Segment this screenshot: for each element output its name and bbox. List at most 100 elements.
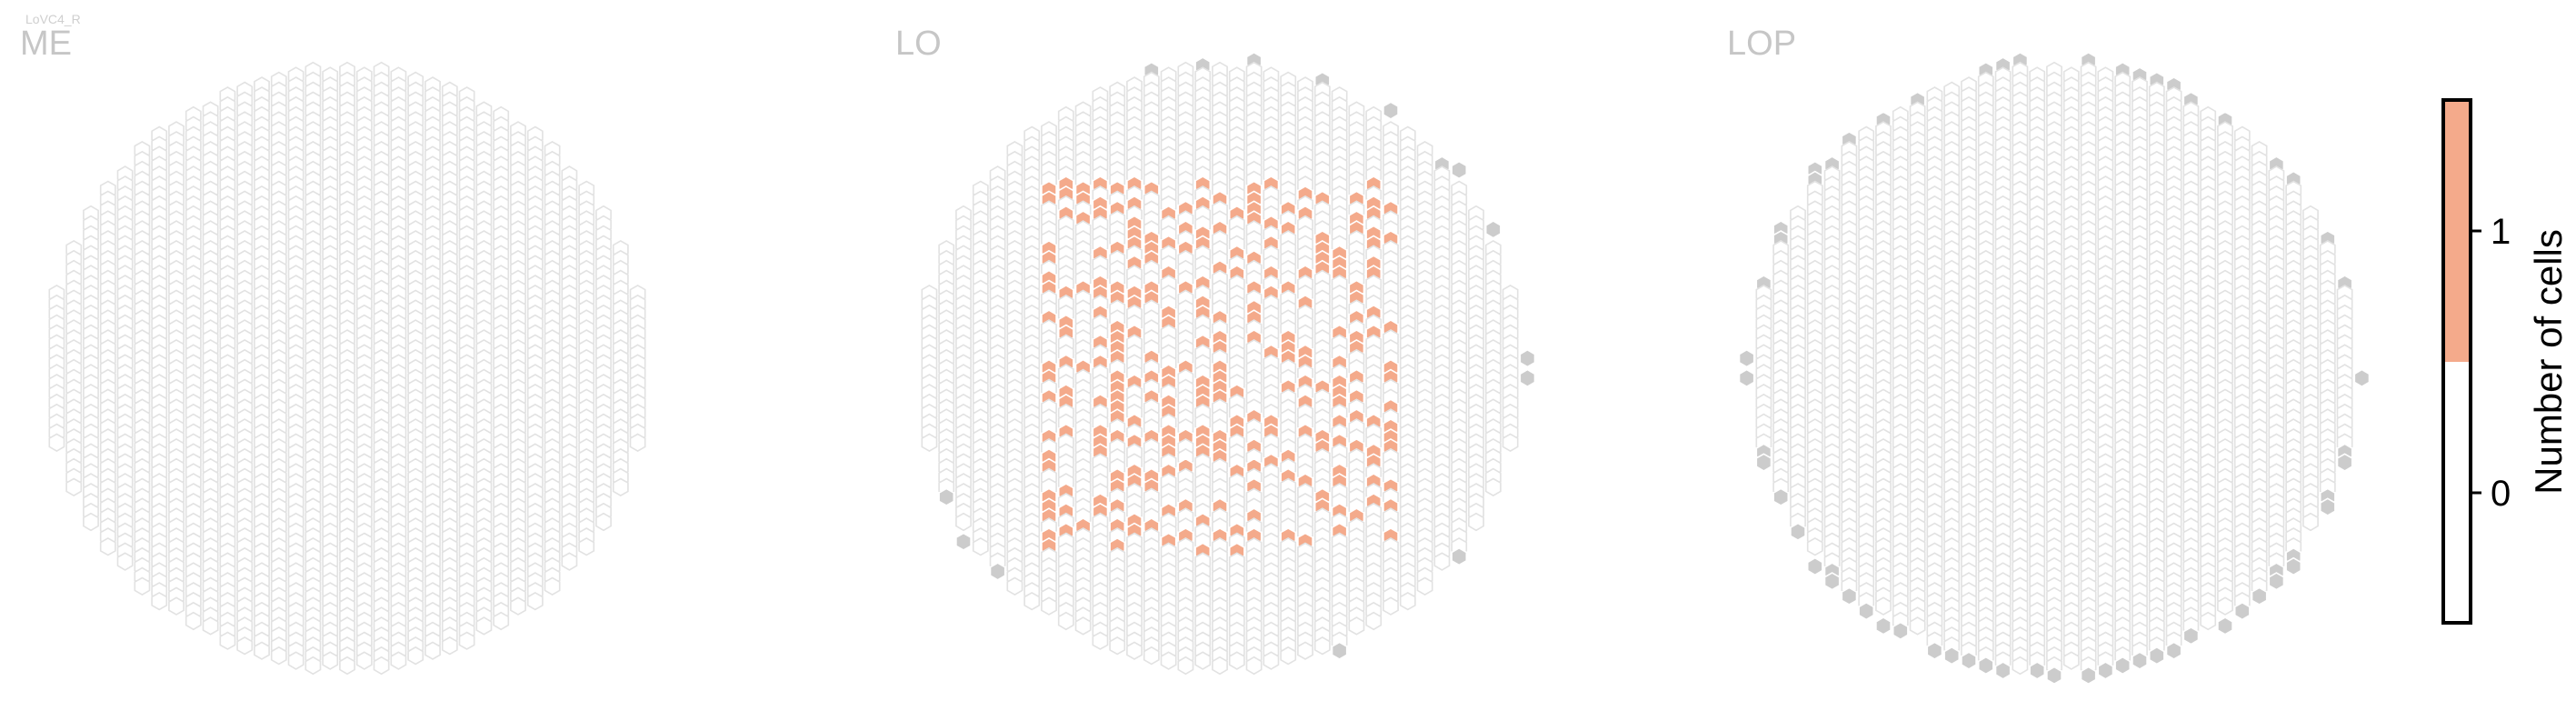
hex-cell	[1433, 552, 1451, 571]
hex-cell	[1399, 591, 1416, 611]
hex-cell-outside	[2080, 666, 2097, 686]
hex-cell-outside	[2217, 616, 2233, 636]
hex-cell	[493, 611, 510, 631]
hex-cell	[83, 512, 99, 532]
hex-cell	[1006, 576, 1023, 596]
hex-cell-outside	[1738, 348, 1755, 368]
hex-cell-outside	[955, 532, 972, 551]
hex-cell	[355, 651, 373, 670]
hex-cell	[955, 512, 972, 532]
hex-cell	[236, 636, 254, 656]
hex-cell	[1160, 651, 1177, 670]
hex-cell	[1313, 636, 1331, 656]
hex-cell-outside	[1943, 646, 1961, 666]
hex-cell-outside	[2182, 626, 2200, 646]
hex-cell-outside	[1841, 586, 1858, 606]
hex-cell	[1074, 616, 1092, 636]
hex-cell	[1280, 646, 1297, 666]
hex-cell	[1297, 641, 1313, 660]
hex-cell	[1041, 596, 1057, 616]
panel-lop: LOP	[1727, 25, 2371, 686]
hex-cell	[116, 552, 134, 571]
hex-grid-me	[48, 61, 646, 676]
hex-cell	[1212, 656, 1228, 676]
hex-cell	[1263, 651, 1280, 670]
hex-cell-outside	[1926, 641, 1943, 660]
hex-cell-outside	[1451, 546, 1468, 566]
hex-cell	[2062, 651, 2080, 670]
hex-cell	[373, 656, 390, 676]
hex-cell	[612, 477, 629, 497]
hex-cell	[185, 611, 202, 631]
hex-cell	[219, 631, 236, 650]
hex-cell	[322, 651, 339, 670]
hex-cell	[1383, 596, 1399, 616]
hex-cell	[1023, 591, 1041, 611]
hex-cell	[1126, 641, 1143, 660]
hex-cell	[561, 552, 578, 571]
hex-cell	[595, 512, 612, 532]
hex-cell	[972, 536, 989, 556]
hex-cell	[1057, 611, 1074, 631]
hex-cell	[1109, 636, 1126, 656]
hex-cell-outside	[1755, 453, 1772, 472]
hex-cell-outside	[1383, 101, 1399, 120]
hex-cell-outside	[2233, 601, 2251, 621]
hex-cell	[1245, 656, 1263, 676]
hex-cell	[2012, 656, 2029, 676]
hex-cell	[1194, 651, 1212, 670]
hex-cell	[99, 536, 116, 556]
panel-label-lo: LO	[895, 25, 942, 63]
hex-cell-outside	[1875, 616, 1892, 636]
hex-cell	[424, 641, 441, 660]
hex-cell	[578, 536, 595, 556]
hex-cell-outside	[2114, 656, 2132, 676]
hex-cell-outside	[1519, 368, 1536, 388]
hex-grid-lop	[1738, 51, 2371, 686]
hex-cell	[2200, 611, 2217, 631]
figure-title: LoVC4_R	[25, 12, 81, 26]
hex-cell	[629, 433, 646, 453]
hex-cell	[1502, 433, 1519, 453]
hex-cell-outside	[1772, 487, 1790, 506]
hex-cell-outside	[1858, 601, 1875, 621]
hex-cell	[2217, 596, 2233, 616]
hex-cell	[441, 636, 458, 656]
hex-cell	[390, 651, 407, 670]
hex-cell	[1143, 646, 1160, 666]
hex-cell-outside	[2165, 641, 2182, 660]
hex-cell-outside	[1484, 220, 1502, 239]
hex-cell	[1468, 512, 1484, 532]
hex-cell-outside	[1790, 522, 1806, 542]
panel-lo: LO	[895, 25, 1536, 676]
hex-cell-outside	[1892, 621, 1909, 641]
hex-cell-outside	[2132, 651, 2148, 670]
hex-grid-lo	[921, 51, 1536, 676]
hex-cell-outside	[1806, 556, 1823, 576]
hex-cell-outside	[2097, 661, 2114, 680]
hex-cell-outside	[1994, 661, 2012, 680]
hex-cell	[544, 576, 561, 596]
hex-cell-outside	[1331, 641, 1348, 660]
hex-cell	[270, 646, 287, 666]
hex-cell	[48, 433, 65, 453]
hex-cell	[339, 656, 355, 676]
hex-cell-outside	[1823, 572, 1841, 591]
hex-cell-outside	[2148, 646, 2165, 666]
hex-cell-outside	[1738, 368, 1755, 388]
panel-label-lop: LOP	[1727, 25, 1796, 63]
hex-cell-outside	[2251, 586, 2268, 606]
hex-cell	[1228, 651, 1245, 670]
hex-cell	[1806, 536, 1823, 556]
hex-cell	[510, 596, 526, 616]
hex-cell	[1177, 656, 1194, 676]
hex-cell	[407, 646, 424, 666]
hex-cell	[1348, 616, 1365, 636]
hex-cell	[1875, 596, 1892, 616]
hex-cell	[202, 616, 219, 636]
hex-cell	[1092, 631, 1109, 650]
hex-cell-outside	[1961, 651, 1977, 670]
hex-cell	[254, 641, 270, 660]
hex-cell-outside	[938, 487, 955, 506]
